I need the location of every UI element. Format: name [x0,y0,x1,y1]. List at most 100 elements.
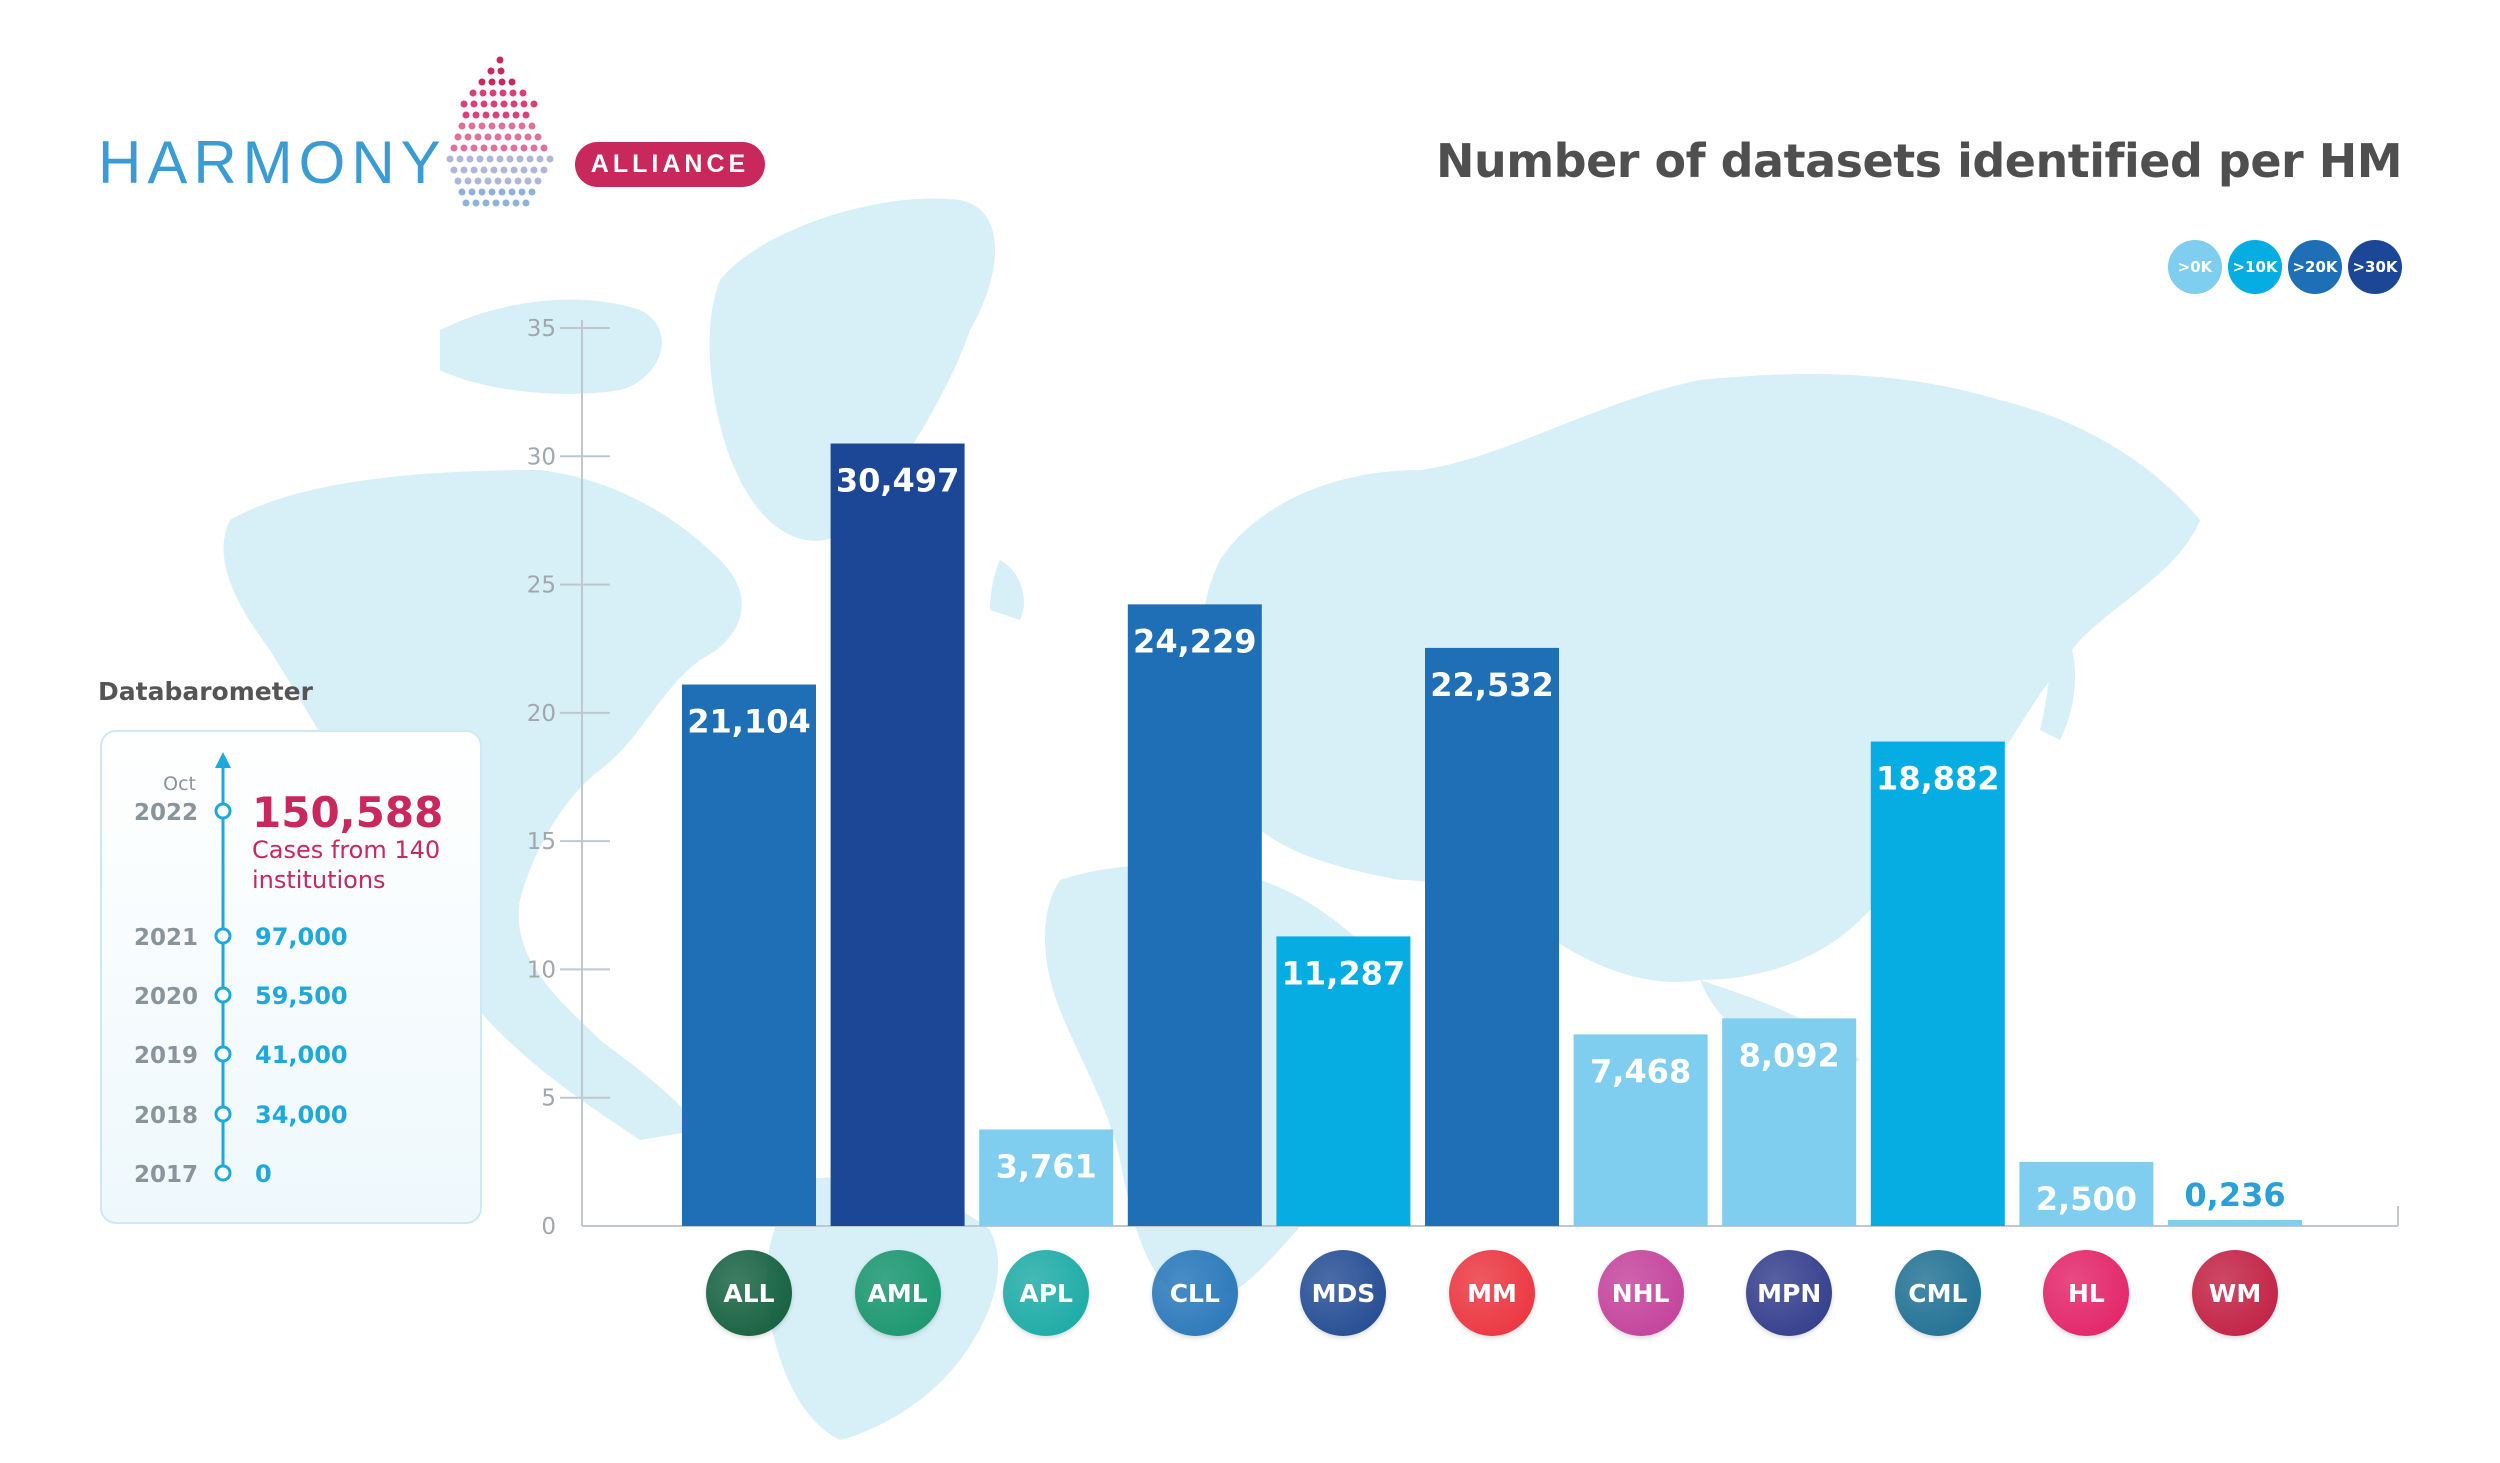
logo-dot [510,166,518,174]
logo-dot [479,89,487,97]
logo-dot [500,166,508,174]
logo-dot [450,144,458,152]
logo-dot [530,100,538,108]
bar-value-label: 2,500 [2036,1180,2137,1218]
logo-dot [458,188,466,196]
logo-dot [464,177,472,185]
logo-dot [509,89,517,97]
logo-dot [446,155,454,163]
logo-dot [474,133,482,141]
logo-dot [494,177,502,185]
logo-dot [470,166,478,174]
history-value: 97,000 [255,923,348,951]
logo-dot [514,133,522,141]
category-nhl: NHL [1597,1250,1684,1336]
bar-all [682,684,816,1226]
y-tick-label: 10 [527,957,556,983]
logo-dot [540,166,548,174]
timeline-dot [214,802,232,820]
logo-dot [508,78,516,86]
current-caption-line1: Cases from 140 [252,836,440,864]
category-apl: APL [1003,1250,1090,1336]
y-tick-label: 0 [541,1214,556,1240]
logo-dot [496,56,504,64]
legend-0k: >0K [2168,240,2222,294]
logo-dot [492,199,500,207]
history-year: 2017 [134,1162,198,1188]
logo-dot [498,122,506,130]
current-value: 150,588 [252,788,443,837]
logo-dot [502,111,510,119]
logo-dot [516,155,524,163]
timeline-dot [214,986,232,1004]
logo-dot [462,111,470,119]
logo-dot [496,155,504,163]
logo-dot [462,199,470,207]
logo-dot [530,166,538,174]
logo-dot [512,199,520,207]
timeline-arrow-icon [215,752,231,768]
current-caption-line2: institutions [252,866,386,894]
chart-title: Number of datasets identified per HM [1435,134,2403,188]
bar-value-label: 7,468 [1590,1052,1691,1090]
logo-dot [490,144,498,152]
logo-dot [534,177,542,185]
logo-dot [484,177,492,185]
y-tick-label: 25 [527,573,556,599]
logo-dot [489,89,497,97]
logo-dot [522,199,530,207]
logo-dot [490,100,498,108]
history-value: 34,000 [255,1101,348,1129]
logo-dot [512,111,520,119]
history-year: 2018 [134,1103,198,1129]
logo-dot [494,133,502,141]
bar-value-label: 0,236 [2184,1176,2285,1214]
databarometer-panel [100,730,482,1224]
logo-dot [458,122,466,130]
greenland-shape [709,198,995,541]
logo-dot [478,78,486,86]
arctic-islands-shape [440,299,662,394]
databarometer-title: Databarometer [98,677,313,706]
logo-dot [528,122,536,130]
logo-dot [484,133,492,141]
logo-dot [528,188,536,196]
logo-dot [488,78,496,86]
logo-dot [464,133,472,141]
blood-drop-logo-icon [446,56,554,207]
logo-dot [460,166,468,174]
logo-dot [534,133,542,141]
logo-dot [486,155,494,163]
logo-dot [470,100,478,108]
logo-dot [488,188,496,196]
timeline-dot [214,927,232,945]
logo-dot [466,155,474,163]
logo-dot [510,100,518,108]
logo-dot [478,188,486,196]
logo-dot [504,177,512,185]
logo-dot [470,144,478,152]
history-year: 2020 [134,984,198,1010]
category-mpn: MPN [1746,1250,1833,1336]
category-mm: MM [1449,1250,1535,1336]
logo-dot [498,78,506,86]
history-value: 41,000 [255,1041,348,1069]
bar-hl [2019,1161,2154,1226]
logo-dot [450,166,458,174]
bar-value-label: 8,092 [1739,1036,1840,1074]
bar-nhl [1573,1034,1708,1226]
category-mds: MDS [1300,1250,1387,1336]
logo-dot [497,67,505,75]
logo-dot [478,122,486,130]
bar-cml [1870,741,2005,1226]
category-wm: WM [2192,1250,2278,1336]
logo-dot [490,166,498,174]
y-tick-label: 30 [527,444,556,470]
logo-dot [492,111,500,119]
logo-dot [469,89,477,97]
bar-mm [1425,647,1559,1226]
legend-20k: >20K [2288,240,2342,294]
logo-dot [518,188,526,196]
